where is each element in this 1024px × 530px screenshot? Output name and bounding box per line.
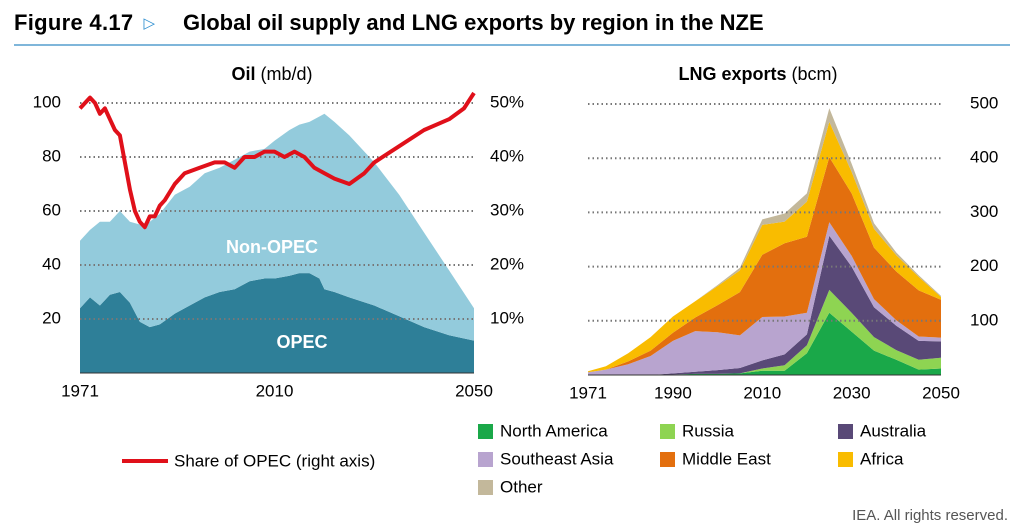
lng-legend-label-middle-east: Middle East — [682, 449, 771, 468]
oil-area-non-opec — [80, 113, 474, 341]
oil-y-tick-label: 100 — [33, 92, 61, 111]
figure-label: Figure 4.17 — [14, 10, 134, 35]
lng-y-tick-label: 500 — [970, 93, 998, 112]
oil-y-tick-label: 80 — [42, 146, 61, 165]
oil-line-opec-share — [78, 91, 476, 230]
lng-y-tick-label: 200 — [970, 256, 998, 275]
oil-y2-tick-label: 10% — [490, 308, 524, 327]
oil-y2-tick-label: 20% — [490, 254, 524, 273]
oil-legend-label: Share of OPEC (right axis) — [174, 451, 375, 470]
lng-legend-label-other: Other — [500, 477, 543, 496]
lng-area-southeast-asia — [588, 222, 941, 375]
oil-y2-tick-label: 30% — [490, 200, 524, 219]
lng-panel-title: LNG exports (bcm) — [678, 64, 837, 84]
lng-area-north-america — [588, 312, 941, 375]
lng-legend-swatch-africa — [838, 452, 853, 467]
lng-x-tick-label: 2030 — [833, 383, 871, 402]
lng-legend-swatch-southeast-asia — [478, 452, 493, 467]
oil-x-tick-label: 1971 — [61, 381, 99, 400]
oil-area-opec — [80, 273, 474, 373]
oil-y-tick-label: 20 — [42, 308, 61, 327]
oil-area-label-opec: OPEC — [276, 332, 327, 352]
lng-legend-label-southeast-asia: Southeast Asia — [500, 449, 614, 468]
lng-legend-swatch-north-america — [478, 424, 493, 439]
lng-legend-swatch-middle-east — [660, 452, 675, 467]
lng-legend-label-north-america: North America — [500, 421, 608, 440]
lng-area-middle-east — [588, 157, 941, 373]
lng-y-tick-label: 300 — [970, 202, 998, 221]
lng-area-other — [588, 108, 941, 372]
figure-title: Global oil supply and LNG exports by reg… — [183, 10, 764, 35]
lng-legend-swatch-russia — [660, 424, 675, 439]
lng-legend-label-russia: Russia — [682, 421, 735, 440]
lng-x-tick-label: 2050 — [922, 383, 960, 402]
copyright-note: IEA. All rights reserved. — [852, 507, 1008, 524]
oil-y2-tick-label: 50% — [490, 92, 524, 111]
lng-legend-label-australia: Australia — [860, 421, 927, 440]
oil-y2-tick-label: 40% — [490, 146, 524, 165]
lng-x-tick-label: 2010 — [743, 383, 781, 402]
oil-x-tick-label: 2010 — [256, 381, 294, 400]
oil-area-label-non-opec: Non-OPEC — [226, 237, 318, 257]
lng-x-tick-label: 1990 — [654, 383, 692, 402]
oil-panel-title: Oil (mb/d) — [231, 64, 312, 84]
lng-legend-label-africa: Africa — [860, 449, 904, 468]
lng-area-australia — [588, 235, 941, 375]
oil-y-tick-label: 40 — [42, 254, 61, 273]
lng-area-africa — [588, 121, 941, 373]
oil-x-tick-label: 2050 — [455, 381, 493, 400]
lng-y-tick-label: 400 — [970, 148, 998, 167]
lng-x-tick-label: 1971 — [569, 383, 607, 402]
header-rule — [14, 44, 1010, 46]
lng-y-tick-label: 100 — [970, 310, 998, 329]
figure-header: Figure 4.17 ▷ Global oil supply and LNG … — [14, 6, 764, 40]
lng-legend-swatch-australia — [838, 424, 853, 439]
oil-y-tick-label: 60 — [42, 200, 61, 219]
figure-arrow-icon: ▷ — [143, 15, 156, 32]
lng-legend-swatch-other — [478, 480, 493, 495]
